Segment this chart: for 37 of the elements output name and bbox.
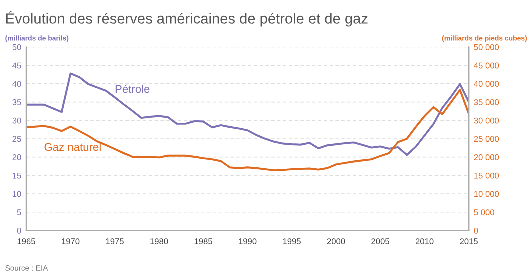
x-tick-label: 1980 [150,238,168,244]
series-label: Pétrole [116,84,150,94]
x-tick-label: 1965 [18,238,36,244]
y-tick-label: 50 [12,44,22,50]
series-label: Gaz naturel [44,142,101,152]
y2-tick-label: 35 000 [474,100,500,106]
x-tick-label: 2005 [372,238,390,244]
x-tick-label: 2015 [460,238,478,244]
y-tick-label: 45 [12,62,22,69]
x-tick-label: 1975 [106,238,124,244]
x-tick-label: 1985 [194,238,212,244]
y2-tick-label: 30 000 [474,118,500,124]
x-tick-label: 1990 [239,238,257,244]
y2-tick-label: 25 000 [474,136,500,142]
y2-tick-label: 20 000 [474,154,500,160]
x-tick-label: 2000 [327,238,346,244]
y-tick-label: 20 [12,154,22,160]
y2-tick-label: 0 [474,228,478,234]
y2-tick-label: 10 000 [474,191,500,198]
y2-tick-label: 40 000 [474,81,500,88]
x-tick-label: 1995 [283,238,301,244]
y2-tick-label: 15 000 [474,172,500,179]
y-tick-label: 25 [12,136,22,142]
y-tick-label: 0 [17,228,22,234]
y-tick-label: 40 [12,81,22,88]
line-series [26,72,470,156]
y2-tick-label: 50 000 [474,44,500,50]
y-tick-label: 30 [12,118,22,124]
y-tick-label: 5 [17,210,22,216]
y2-tick-label: 5 000 [474,210,494,216]
y-tick-label: 15 [13,172,22,179]
y2-tick-label: 45 000 [474,62,500,69]
x-tick-label: 1970 [62,238,80,244]
chart-title: Évolution des réserves américaines de pétrole et de gaz [6,11,368,27]
x-tick-label: 2010 [416,238,434,244]
y-tick-label: 35 [12,100,22,106]
y-tick-label: 10 [13,191,22,198]
